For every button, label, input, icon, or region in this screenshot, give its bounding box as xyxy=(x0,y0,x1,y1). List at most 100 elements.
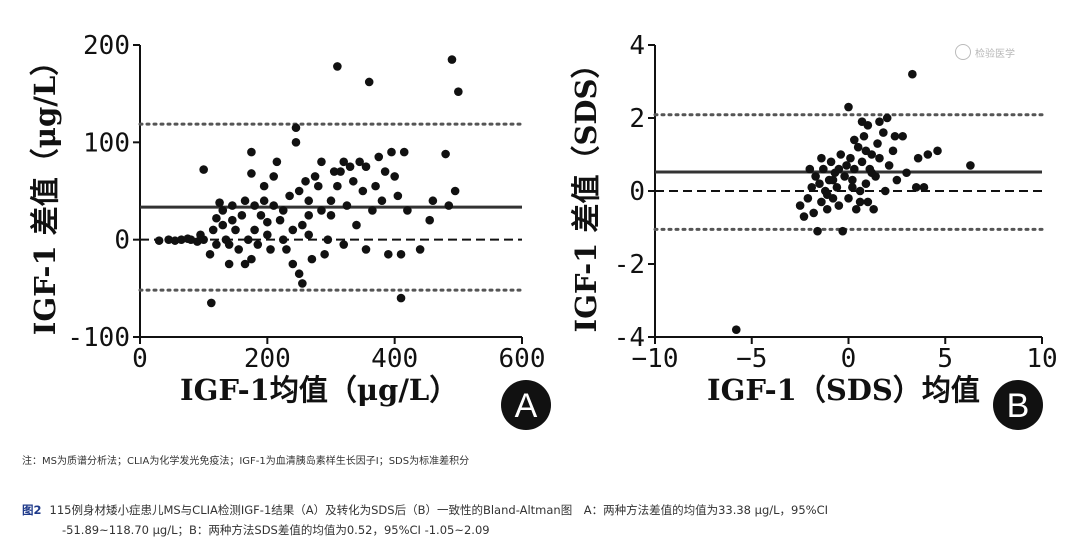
data-point xyxy=(815,179,824,188)
data-point xyxy=(850,164,859,174)
caption-line-1: 115例身材矮小症患儿MS与CLIA检测IGF-1结果（A）及转化为SDS后（B… xyxy=(49,503,829,517)
data-point xyxy=(867,168,877,178)
data-point xyxy=(919,183,929,192)
data-point xyxy=(861,179,871,188)
data-point xyxy=(803,194,813,203)
data-point xyxy=(403,206,412,215)
data-point xyxy=(269,201,279,210)
data-point xyxy=(313,181,323,191)
data-point xyxy=(374,152,384,162)
data-point xyxy=(822,190,832,199)
data-point xyxy=(259,181,269,191)
data-point xyxy=(294,269,304,279)
data-point xyxy=(444,201,454,210)
data-point xyxy=(390,172,399,181)
data-point xyxy=(291,138,301,147)
data-point xyxy=(844,194,853,203)
data-point xyxy=(859,131,869,141)
data-point xyxy=(817,197,826,207)
data-point xyxy=(377,196,387,206)
data-point xyxy=(237,211,247,220)
data-point xyxy=(317,206,326,215)
data-point xyxy=(846,153,855,163)
figure-caption: 图2 115例身材矮小症患儿MS与CLIA检测IGF-1结果（A）及转化为SDS后… xyxy=(22,500,1062,540)
data-point xyxy=(304,211,314,220)
x-tick-label: 5 xyxy=(937,344,953,374)
data-point xyxy=(339,157,349,167)
data-point xyxy=(218,206,228,215)
data-point xyxy=(911,183,921,192)
data-point xyxy=(256,211,266,220)
figure-note: 注：MS为质谱分析法；CLIA为化学发光免疫法；IGF-1为血清胰岛素样生长因子… xyxy=(22,456,470,467)
data-point xyxy=(361,245,371,254)
data-point xyxy=(294,186,304,196)
data-point xyxy=(882,113,892,123)
data-point xyxy=(857,157,867,167)
watermark-logo-icon xyxy=(955,44,971,60)
data-point xyxy=(848,183,857,192)
data-point xyxy=(848,175,857,185)
data-point xyxy=(415,245,425,254)
data-point xyxy=(832,183,842,192)
y-tick-label: -100 xyxy=(67,323,130,353)
data-point xyxy=(913,153,923,163)
panel-badge-letter: A xyxy=(515,387,538,425)
data-point xyxy=(250,201,259,210)
data-point xyxy=(863,197,873,207)
data-point xyxy=(355,157,364,167)
y-tick-label: -4 xyxy=(614,323,645,353)
data-point xyxy=(908,69,917,79)
data-point xyxy=(396,293,406,303)
data-point xyxy=(371,181,380,191)
data-point xyxy=(298,220,307,230)
data-point xyxy=(807,183,817,192)
data-point xyxy=(799,212,809,221)
data-point xyxy=(399,147,409,157)
data-point xyxy=(850,135,859,145)
data-point xyxy=(212,240,221,249)
data-point xyxy=(275,215,285,225)
data-point xyxy=(447,55,457,64)
data-point xyxy=(855,186,865,196)
data-point xyxy=(844,102,853,112)
data-point xyxy=(813,226,822,236)
watermark-text: 检验医学 xyxy=(975,48,1015,60)
data-point xyxy=(731,325,741,335)
data-point xyxy=(212,213,221,223)
data-point xyxy=(861,146,871,156)
y-tick-label: 100 xyxy=(83,128,130,158)
data-point xyxy=(875,117,884,126)
data-point xyxy=(352,220,361,230)
data-point xyxy=(902,168,911,178)
data-point xyxy=(875,153,884,163)
data-point xyxy=(809,208,818,218)
data-point xyxy=(898,131,907,141)
data-point xyxy=(177,235,186,244)
data-point xyxy=(234,245,243,254)
data-point xyxy=(838,226,847,236)
data-point xyxy=(450,186,460,196)
data-point xyxy=(231,225,240,235)
x-tick-label: 200 xyxy=(244,344,291,374)
data-point xyxy=(240,196,250,206)
data-point xyxy=(834,164,844,174)
y-tick-label: 200 xyxy=(83,31,130,61)
data-point xyxy=(855,197,865,207)
data-point xyxy=(836,150,846,159)
data-point xyxy=(154,236,164,245)
data-point xyxy=(278,206,288,215)
data-point xyxy=(923,150,933,159)
data-point xyxy=(393,191,403,201)
data-point xyxy=(892,175,902,185)
x-tick-label: 10 xyxy=(1026,344,1057,374)
x-tick-label: −10 xyxy=(632,344,679,374)
data-point xyxy=(873,139,882,148)
x-tick-label: 600 xyxy=(499,344,546,374)
data-point xyxy=(320,249,329,259)
data-point xyxy=(224,259,234,269)
panel-b: -4 -2 0 2 4 −10 −5 0 5 10 IGF-1 差值（SDS） IGF-1（SDS）均… xyxy=(569,31,1058,430)
data-point xyxy=(879,128,888,137)
data-point xyxy=(263,230,272,240)
x-tick-label: 400 xyxy=(371,344,418,374)
